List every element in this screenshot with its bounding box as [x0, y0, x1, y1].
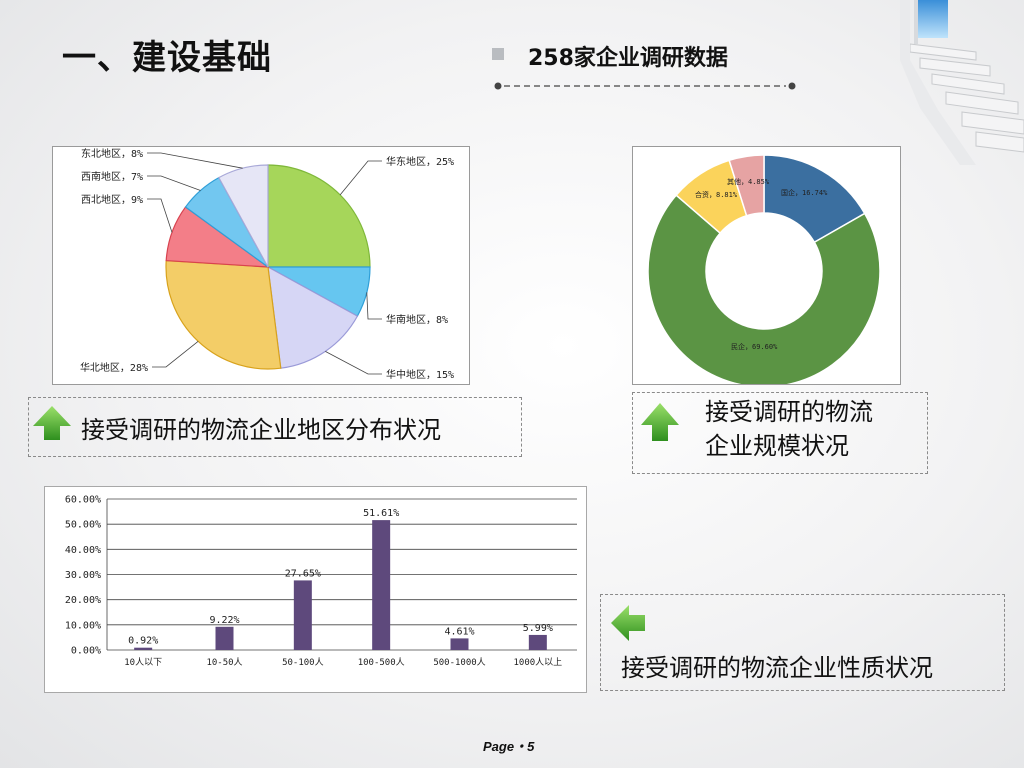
bar — [134, 647, 153, 650]
pie-leader-line — [325, 351, 382, 375]
bar-value-label: 27.65% — [285, 568, 321, 579]
nature-caption-text: 接受调研的物流企业性质状况 — [621, 654, 933, 682]
green-up-arrow-icon — [33, 406, 71, 440]
y-tick-label: 0.00% — [71, 646, 101, 657]
region-pie-chart: 华东地区，25% 华南地区，8% 华中地区，15% 华北地区，28% 西北地区，9% 西南… — [52, 146, 470, 385]
pie-leader-line — [147, 198, 173, 233]
square-bullet-icon — [492, 48, 504, 60]
y-tick-label: 20.00% — [65, 595, 101, 606]
page-number: Page・5 — [483, 739, 535, 754]
donut-label: 其他，4.85% — [727, 177, 770, 186]
pie-slice-7 — [218, 164, 269, 268]
y-tick-label: 30.00% — [65, 570, 101, 581]
bar — [528, 634, 547, 650]
y-tick-label: 40.00% — [65, 545, 101, 556]
donut-label: 合资，8.81% — [695, 190, 738, 199]
x-tick-label: 100-500人 — [358, 657, 405, 668]
pie-leader-line — [147, 152, 243, 169]
x-tick-label: 50-100人 — [282, 657, 324, 668]
pie-label: 华中地区，15% — [386, 368, 454, 381]
y-tick-label: 60.00% — [65, 495, 101, 506]
x-tick-label: 500-1000人 — [433, 657, 485, 668]
y-tick-label: 10.00% — [65, 620, 101, 631]
bar — [372, 520, 391, 650]
pie-leader-line — [147, 175, 201, 191]
decorative-stairs-image — [900, 0, 1024, 165]
x-tick-label: 1000人以上 — [513, 657, 562, 668]
bar-value-label: 0.92% — [128, 636, 158, 647]
bar — [293, 580, 312, 650]
scale-caption-box: 接受调研的物流 企业规模状况 — [632, 392, 928, 474]
donut-label: 民企，69.60% — [731, 342, 778, 351]
pie-label: 华北地区，28% — [80, 361, 148, 374]
pie-slice-3 — [267, 265, 359, 369]
ownership-donut-chart: 国企，16.74% 民企，69.60% 合资，8.81% 其他，4.85% — [632, 146, 901, 388]
region-caption-box: 接受调研的物流企业地区分布状况 — [28, 397, 522, 457]
bar-value-label: 51.61% — [363, 508, 399, 519]
pie-leader-line — [152, 341, 199, 368]
donut-slice-2 — [647, 194, 881, 388]
section-subtitle: 258家企业调研数据 — [528, 46, 728, 71]
x-tick-label: 10-50人 — [206, 657, 242, 668]
pie-label: 东北地区，8% — [81, 147, 143, 160]
donut-label: 国企，16.74% — [781, 188, 828, 197]
pie-label: 华南地区，8% — [386, 313, 448, 326]
bar — [450, 638, 469, 650]
scale-caption-line1: 接受调研的物流 — [705, 398, 873, 426]
bar-value-label: 4.61% — [444, 626, 474, 637]
green-left-arrow-icon — [611, 605, 645, 641]
pie-slice-1 — [267, 164, 371, 268]
size-bar-chart: 0.00% 10.00% 20.00% 30.00% 40.00% 50.00% 60.00… — [44, 486, 587, 693]
y-tick-label: 50.00% — [65, 520, 101, 531]
page-title: 一、建设基础 — [62, 38, 272, 78]
scale-caption-line2: 企业规模状况 — [705, 432, 849, 460]
bar — [215, 626, 234, 650]
bar-value-label: 5.99% — [523, 623, 553, 634]
nature-caption-box: 接受调研的物流企业性质状况 — [600, 594, 1005, 691]
bar-value-label: 9.22% — [209, 615, 239, 626]
dashed-divider — [494, 82, 796, 90]
green-up-arrow-icon — [641, 403, 679, 441]
pie-label: 西南地区，7% — [81, 170, 143, 183]
pie-slice-4 — [165, 259, 282, 370]
x-tick-label: 10人以下 — [124, 657, 162, 668]
pie-leader-line — [339, 160, 382, 196]
region-caption-text: 接受调研的物流企业地区分布状况 — [81, 416, 441, 444]
pie-label: 西北地区，9% — [81, 193, 143, 206]
donut-slice-4 — [728, 154, 765, 217]
pie-leader-line — [366, 292, 382, 320]
pie-label: 华东地区，25% — [386, 155, 454, 168]
